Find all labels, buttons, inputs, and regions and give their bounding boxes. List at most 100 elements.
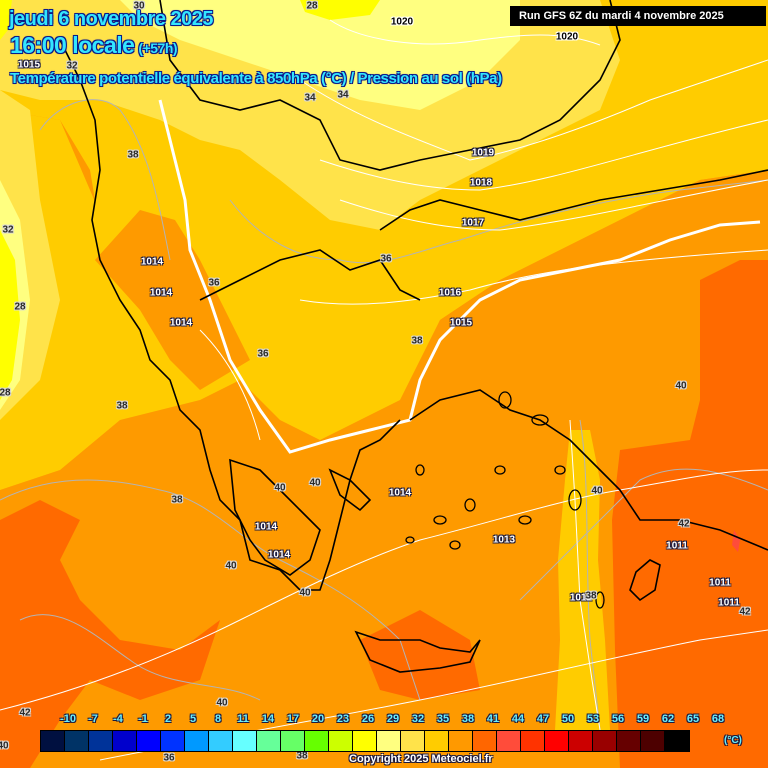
pressure-label: 1011 — [666, 540, 688, 552]
pressure-label: 1011 — [709, 577, 731, 589]
forecast-time-text: 16:00 locale — [10, 32, 135, 58]
temperature-label: 34 — [304, 92, 316, 104]
pressure-label: 1017 — [461, 217, 485, 229]
legend-tick-label: 44 — [511, 713, 525, 725]
legend-tick-label: 41 — [486, 713, 500, 725]
legend-swatch — [65, 731, 89, 751]
legend-tick-label: 11 — [237, 713, 249, 725]
coastline-adriatic — [59, 39, 401, 591]
temperature-label: 38 — [296, 750, 308, 762]
legend-swatch — [569, 731, 593, 751]
copyright-text: Copyright 2025 Meteociel.fr — [349, 753, 493, 765]
legend-tick-label: 50 — [561, 713, 575, 725]
forecast-time: 16:00 locale (+57h) — [10, 32, 178, 59]
temperature-label: 38 — [116, 400, 128, 412]
temperature-label: 30 — [133, 0, 145, 12]
temperature-label: 36 — [257, 348, 269, 360]
temperature-label: 38 — [585, 590, 597, 602]
border-greece-bulgaria — [199, 249, 421, 301]
legend-swatch — [281, 731, 305, 751]
legend-tick-label: 2 — [164, 713, 172, 725]
temp-band-41-44 — [612, 260, 768, 768]
legend-tick-label: -4 — [113, 713, 123, 725]
temperature-label: 38 — [127, 149, 139, 161]
euboea-outline — [328, 468, 372, 512]
legend-ticks: -10 -7 -4 -1 2 5 8 11 14 17 20 23 26 29 32 35 38 41 44 47 50… — [40, 713, 724, 727]
pressure-label: 1018 — [469, 177, 493, 189]
legend-swatch — [137, 731, 161, 751]
rhodes-outline — [629, 559, 661, 602]
legend-tick-label: 65 — [686, 713, 700, 725]
legend-tick-label: 14 — [261, 713, 275, 725]
legend-tick-label: 35 — [436, 713, 450, 725]
legend-swatch — [521, 731, 545, 751]
coastline-black-sea — [379, 169, 768, 231]
model-run-info: Run GFS 6Z du mardi 4 novembre 2025 — [510, 6, 766, 26]
color-legend — [40, 730, 690, 752]
crete-outline — [354, 630, 481, 673]
temperature-label: 28 — [0, 387, 11, 399]
pressure-label: 1014 — [149, 287, 173, 299]
legend-swatch — [665, 731, 689, 751]
legend-tick-label: 53 — [586, 713, 600, 725]
temperature-label: 36 — [163, 752, 175, 764]
parameter-title: Température potentielle équivalente à 85… — [10, 70, 502, 87]
legend-swatch — [233, 731, 257, 751]
pressure-label: 1014 — [267, 549, 291, 561]
temperature-label: 28 — [306, 0, 318, 12]
legend-tick-label: 20 — [311, 713, 325, 725]
legend-tick-label: -1 — [138, 713, 148, 725]
pressure-label: 1014 — [254, 521, 278, 533]
pressure-label: 1016 — [438, 287, 462, 299]
legend-swatch — [497, 731, 521, 751]
legend-tick-label: 62 — [661, 713, 675, 725]
pressure-label: 1013 — [492, 534, 516, 546]
temperature-label: 40 — [309, 477, 321, 489]
legend-unit: (°C) — [724, 735, 742, 746]
temperature-label: 40 — [216, 697, 228, 709]
legend-tick-label: -7 — [88, 713, 98, 725]
legend-tick-label: 8 — [214, 713, 222, 725]
legend-swatch — [161, 731, 185, 751]
border-balkans — [159, 0, 621, 171]
legend-swatch — [89, 731, 113, 751]
legend-swatch — [257, 731, 281, 751]
legend-tick-label: 68 — [711, 713, 725, 725]
peloponnese-outline — [229, 458, 321, 576]
legend-swatch — [545, 731, 569, 751]
legend-swatch — [641, 731, 665, 751]
pressure-label: 1020 — [390, 16, 414, 28]
pressure-label: 1012 — [569, 592, 593, 604]
temperature-label: 40 — [675, 380, 687, 392]
thick-isobar-west — [158, 99, 761, 454]
legend-swatch — [449, 731, 473, 751]
legend-tick-label: 23 — [336, 713, 350, 725]
temp-band-29-32 — [120, 0, 520, 110]
forecast-date: jeudi 6 novembre 2025 — [9, 8, 214, 30]
temperature-label: 42 — [739, 606, 751, 618]
legend-tick-label: 26 — [361, 713, 375, 725]
temperature-label: 38 — [411, 335, 423, 347]
legend-tick-label: 29 — [386, 713, 400, 725]
temperature-label: 40 — [274, 482, 286, 494]
pressure-label: 1014 — [388, 487, 412, 499]
temperature-label: 32 — [66, 60, 78, 72]
pressure-label: 1015 — [449, 317, 473, 329]
legend-swatch — [593, 731, 617, 751]
temperature-label: 34 — [337, 89, 349, 101]
pressure-label: 1015 — [17, 59, 41, 71]
pressure-label: 1019 — [471, 147, 495, 159]
pressure-label: 1020 — [555, 31, 579, 43]
legend-swatch — [185, 731, 209, 751]
legend-swatch — [305, 731, 329, 751]
temperature-label: 38 — [171, 494, 183, 506]
coastline-marmara-turkey — [409, 389, 768, 551]
legend-swatch — [353, 731, 377, 751]
legend-swatch — [329, 731, 353, 751]
temperature-label: 40 — [0, 740, 9, 752]
legend-tick-label: 17 — [286, 713, 300, 725]
temperature-label: 42 — [19, 707, 31, 719]
legend-tick-label: 38 — [461, 713, 475, 725]
legend-swatch — [41, 731, 65, 751]
